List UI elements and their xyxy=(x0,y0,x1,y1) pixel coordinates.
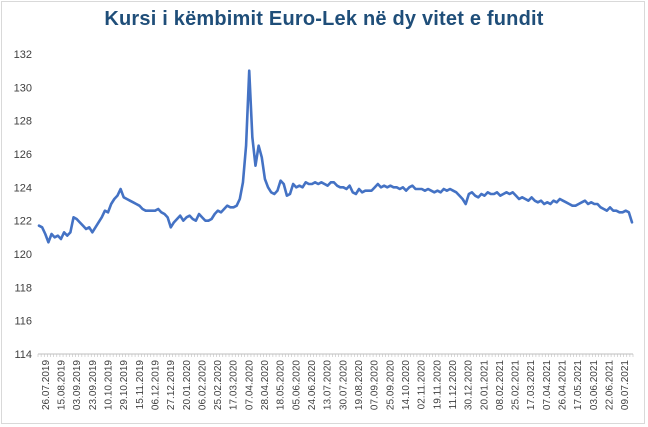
y-tick-label: 132 xyxy=(14,49,32,61)
x-tick-label: 17.05.2021 xyxy=(573,360,584,410)
x-tick-label: 28.04.2020 xyxy=(260,360,271,410)
chart-title: Kursi i këmbimit Euro-Lek në dy vitet e … xyxy=(104,8,544,30)
x-tick-label: 18.05.2020 xyxy=(276,360,287,410)
x-tick-label: 30.12.2020 xyxy=(464,360,475,410)
x-tick-label: 07.09.2020 xyxy=(370,360,381,410)
x-tick-label: 03.09.2019 xyxy=(72,360,83,410)
y-tick-label: 114 xyxy=(14,349,32,361)
x-tick-label: 25.09.2020 xyxy=(385,360,396,410)
x-tick-label: 13.07.2020 xyxy=(323,360,334,410)
x-tick-label: 17.03.2020 xyxy=(229,360,240,410)
x-tick-label: 15.11.2019 xyxy=(135,360,146,410)
x-tick-label: 27.12.2019 xyxy=(166,360,177,410)
y-tick-label: 126 xyxy=(14,149,32,161)
x-tick-label: 20.01.2020 xyxy=(182,360,193,410)
x-tick-label: 14.10.2020 xyxy=(401,360,412,410)
x-tick-label: 29.10.2019 xyxy=(119,360,130,410)
x-tick-label: 30.07.2020 xyxy=(338,360,349,410)
y-tick-label: 122 xyxy=(14,216,32,228)
x-tick-label: 26.07.2019 xyxy=(41,360,52,410)
x-tick-label: 20.01.2021 xyxy=(479,360,490,410)
y-tick-label: 130 xyxy=(14,82,32,94)
x-tick-label: 25.02.2020 xyxy=(213,360,224,410)
y-tick-label: 116 xyxy=(14,316,32,328)
x-tick-label: 19.08.2020 xyxy=(354,360,365,410)
x-tick-label: 17.03.2021 xyxy=(526,360,537,410)
x-tick-label: 06.12.2019 xyxy=(150,360,161,410)
x-tick-label: 24.06.2020 xyxy=(307,360,318,410)
x-tick-label: 19.11.2020 xyxy=(432,360,443,410)
x-tick-label: 02.11.2020 xyxy=(417,360,428,410)
x-tick-label: 15.08.2019 xyxy=(56,360,67,410)
x-tick-label: 06.02.2020 xyxy=(197,360,208,410)
x-tick-label: 08.02.2021 xyxy=(495,360,506,410)
y-tick-label: 128 xyxy=(14,116,32,128)
x-tick-label: 26.04.2021 xyxy=(558,360,569,410)
x-tick-label: 05.06.2020 xyxy=(291,360,302,410)
x-tick-label: 07.04.2021 xyxy=(542,360,553,410)
x-tick-label: 07.04.2020 xyxy=(244,360,255,410)
x-tick-label: 25.02.2021 xyxy=(511,360,522,410)
y-tick-label: 118 xyxy=(14,282,32,294)
series-line xyxy=(37,69,634,244)
x-tick-label: 23.09.2019 xyxy=(88,360,99,410)
x-tick-label: 09.07.2021 xyxy=(620,360,631,410)
y-tick-label: 124 xyxy=(14,182,32,194)
x-tick-label: 11.12.2020 xyxy=(448,360,459,410)
y-tick-label: 120 xyxy=(14,249,32,261)
x-tick-label: 22.06.2021 xyxy=(605,360,616,410)
x-tick-label: 10.10.2019 xyxy=(103,360,114,410)
x-tick-label: 03.06.2021 xyxy=(589,360,600,410)
